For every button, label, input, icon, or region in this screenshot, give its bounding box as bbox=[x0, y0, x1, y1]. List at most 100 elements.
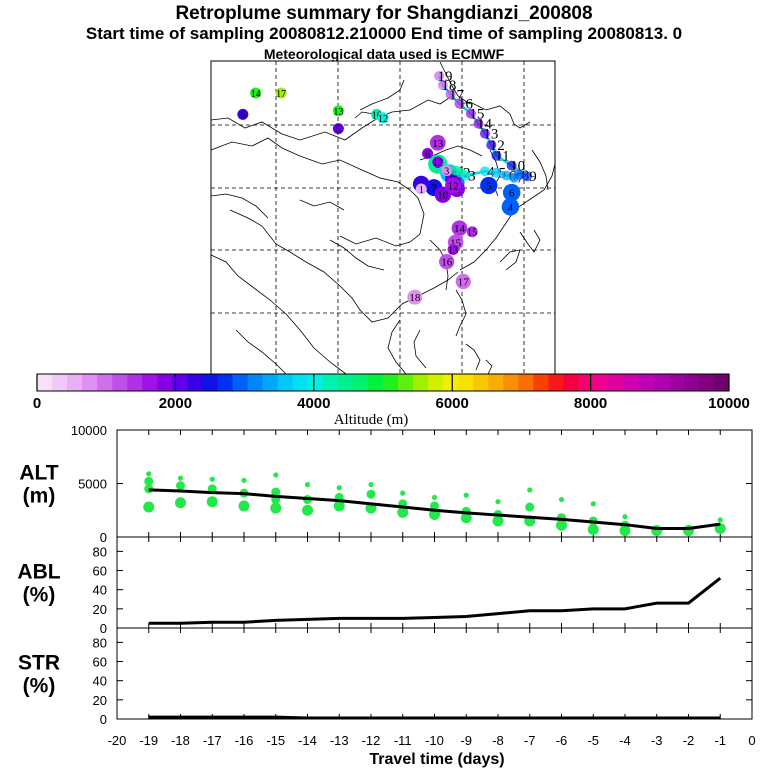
colorbar-cell bbox=[247, 374, 264, 391]
trajectory-day-marker: 9 bbox=[521, 169, 537, 185]
cluster-marker: 14 bbox=[451, 220, 468, 237]
y-tick-label: 10000 bbox=[71, 423, 107, 438]
x-tick-label: -13 bbox=[330, 733, 349, 748]
remote-number: 3 bbox=[444, 167, 449, 178]
colorbar-tick-label: 10000 bbox=[708, 395, 750, 412]
trajectory-day-dot bbox=[454, 98, 465, 109]
trajectory-day-number: 14 bbox=[477, 117, 493, 133]
remote-circle bbox=[415, 183, 427, 195]
trajectory-day-dot bbox=[486, 139, 497, 150]
altitude-point bbox=[619, 525, 631, 537]
cluster-marker: 12 bbox=[445, 177, 462, 194]
cluster-marker: 13 bbox=[429, 134, 446, 151]
sampling-period: Start time of sampling 20080812.210000 E… bbox=[85, 24, 683, 43]
trajectory-day-marker: 15 bbox=[465, 107, 484, 123]
boundary-line bbox=[229, 209, 459, 323]
panel-title: ABL bbox=[17, 561, 60, 584]
x-tick-label: -9 bbox=[460, 733, 472, 748]
panel-unit: (%) bbox=[23, 675, 56, 698]
trajectory-day-dot bbox=[465, 108, 476, 119]
x-tick-label: -18 bbox=[171, 733, 190, 748]
colorbar-cell bbox=[383, 374, 399, 391]
boundary-line bbox=[210, 137, 425, 247]
boundary-line bbox=[531, 149, 549, 191]
x-tick-label: -6 bbox=[556, 733, 568, 748]
trajectory-day-number: 18 bbox=[441, 78, 456, 94]
colorbar-cell bbox=[443, 374, 459, 391]
remote-number: 14 bbox=[251, 89, 261, 100]
trajectory-day-dot bbox=[460, 170, 471, 181]
trajectory-day-dot bbox=[479, 166, 490, 177]
remote-number: 1 bbox=[419, 185, 424, 196]
cluster-number: 5 bbox=[486, 180, 492, 192]
remote-circle bbox=[422, 147, 434, 159]
remote-number: 12 bbox=[433, 158, 443, 169]
remote-circle bbox=[275, 87, 287, 99]
altitude-point bbox=[144, 476, 154, 486]
altitude-point bbox=[176, 481, 185, 491]
y-tick-label: 20 bbox=[93, 693, 107, 708]
colorbar-cell bbox=[172, 374, 188, 391]
panel-title: ALT bbox=[19, 462, 58, 485]
altitude-point bbox=[143, 501, 155, 513]
altitude-point bbox=[241, 477, 247, 483]
boundary-line bbox=[354, 111, 375, 119]
colorbar-cell bbox=[277, 374, 294, 391]
panel-title: STR bbox=[18, 652, 60, 675]
colorbar-cell bbox=[112, 374, 128, 391]
trajectory-day-marker: 14 bbox=[473, 117, 493, 133]
colorbar-cell bbox=[638, 374, 655, 391]
panel-unit: (m) bbox=[23, 485, 56, 508]
remote-marker: 5 bbox=[332, 123, 344, 136]
y-tick-label: 20 bbox=[93, 602, 107, 617]
altitude-point bbox=[333, 500, 345, 512]
colorbar-cell bbox=[458, 374, 474, 391]
cluster-circle bbox=[434, 186, 452, 203]
boundary-line bbox=[329, 239, 385, 271]
x-tick-label: -11 bbox=[394, 733, 412, 748]
remote-number: 13 bbox=[448, 246, 458, 257]
trajectory-day-marker: 4 bbox=[479, 164, 495, 180]
x-tick-label: -15 bbox=[266, 733, 285, 748]
colorbar-cell bbox=[67, 374, 83, 391]
trajectory-day-number: 16 bbox=[458, 97, 474, 113]
remote-marker: 13 bbox=[447, 244, 459, 257]
colorbar-cell bbox=[352, 374, 369, 391]
colorbar-cell bbox=[232, 374, 249, 391]
cluster-number: 4 bbox=[508, 202, 514, 214]
colorbar-cell bbox=[37, 374, 53, 391]
panel-frame bbox=[116, 627, 753, 720]
boundary-line bbox=[387, 319, 407, 375]
colorbar-cell bbox=[668, 374, 685, 391]
cluster-number: 6 bbox=[509, 188, 515, 200]
remote-marker: 6 bbox=[237, 108, 249, 121]
remote-marker: 3 bbox=[441, 165, 453, 178]
percent-line bbox=[148, 577, 722, 625]
colorbar-cell bbox=[473, 374, 489, 391]
trajectory-day-dot bbox=[491, 150, 502, 161]
colorbar-cell bbox=[593, 374, 610, 391]
altitude-point bbox=[463, 492, 469, 498]
x-tick-label: -19 bbox=[139, 733, 158, 748]
remote-number: 6 bbox=[240, 110, 245, 121]
cluster-circle bbox=[501, 198, 520, 216]
chart-title: Retroplume summary for Shangdianzi_20080… bbox=[175, 3, 593, 24]
colorbar-cell bbox=[292, 374, 309, 391]
mean-altitude-line bbox=[148, 488, 721, 530]
y-tick-label: 40 bbox=[93, 583, 107, 598]
cluster-marker: 16 bbox=[439, 253, 455, 270]
trajectory-day-number: 4 bbox=[487, 164, 495, 180]
trajectory-day-number: 15 bbox=[469, 107, 484, 123]
altitude-point bbox=[556, 519, 567, 531]
colorbar-cell bbox=[157, 374, 173, 391]
altitude-point bbox=[400, 490, 406, 496]
cluster-marker: 6 bbox=[502, 183, 521, 202]
altitude-point bbox=[431, 494, 438, 501]
altitude-point bbox=[587, 524, 599, 536]
remote-marker: 15 bbox=[466, 226, 478, 239]
colorbar-cell bbox=[533, 374, 549, 391]
remote-marker: 17 bbox=[275, 87, 287, 100]
trajectory-day-dot bbox=[434, 70, 445, 81]
panel-unit: (%) bbox=[23, 584, 56, 607]
